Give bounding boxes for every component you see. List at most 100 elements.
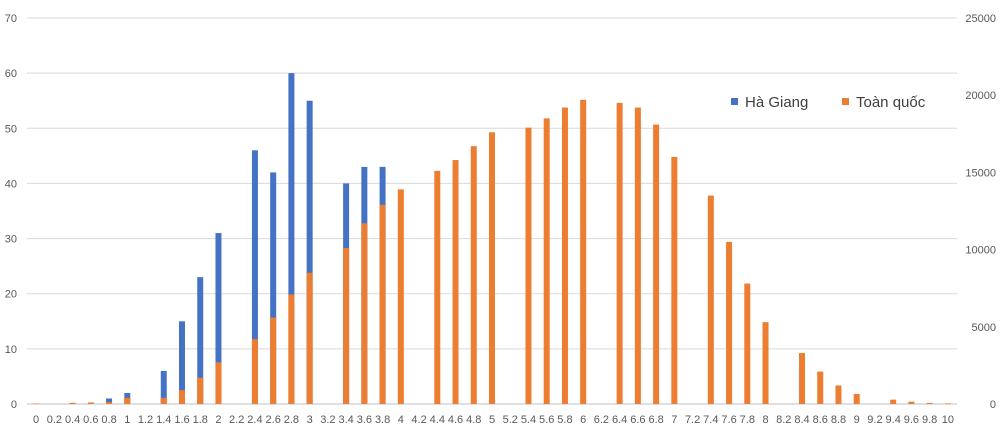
bar-toan-quoc [926,402,933,404]
x-tick-label: 9.4 [886,414,901,426]
x-tick-label: 1.2 [138,414,153,426]
x-tick-label: 5.4 [521,414,536,426]
bar-toan-quoc [306,272,313,404]
legend-label-ha-giang: Hà Giang [745,94,808,111]
x-tick-label: 0.2 [47,414,62,426]
bar-toan-quoc [671,156,678,404]
bar-toan-quoc [69,402,76,404]
bar-toan-quoc [124,397,131,404]
bar-toan-quoc [270,317,277,404]
bar-toan-quoc [707,195,714,404]
x-tick-label: 4 [398,414,404,426]
x-tick-label: 6.2 [594,414,609,426]
x-tick-label: 3.8 [375,414,390,426]
bar-toan-quoc [434,170,441,404]
bar-ha-giang [197,277,204,404]
x-tick-label: 5.6 [539,414,554,426]
x-tick-label: 3.2 [320,414,335,426]
x-tick-label: 2.8 [284,414,299,426]
x-tick-label: 3.4 [338,414,353,426]
bar-toan-quoc [799,353,805,404]
bar-toan-quoc [470,146,477,405]
bar-toan-quoc [379,204,386,404]
bar-toan-quoc [525,127,532,405]
legend-label-toan-quoc: Toàn quốc [856,94,926,111]
x-tick-label: 7.8 [740,414,755,426]
bar-toan-quoc [762,322,769,404]
x-tick-label: 6.4 [612,414,627,426]
bar-toan-quoc [944,403,951,404]
x-tick-label: 7 [671,414,677,426]
bar-ha-giang [179,321,185,404]
x-tick-label: 1.8 [193,414,208,426]
x-tick-label: 8 [762,414,768,426]
bar-toan-quoc [489,132,495,405]
bar-toan-quoc [179,390,185,404]
legend-swatch-ha-giang [731,98,738,105]
bar-toan-quoc [653,124,660,404]
bar-ha-giang [288,73,295,405]
x-tick-label: 9.8 [922,414,937,426]
bar-ha-giang [160,370,167,404]
x-tick-label: 7.4 [703,414,718,426]
x-tick-label: 4.4 [430,414,445,426]
x-tick-label: 8.6 [813,414,828,426]
bar-toan-quoc [452,160,459,404]
y-axis-left-ticks: 0 10 20 30 40 50 60 70 [5,13,17,411]
bar-toan-quoc [288,294,295,404]
bar-ha-giang [270,172,277,404]
x-tick-label: 2.2 [229,414,244,426]
x-tick-label: 0.8 [101,414,116,426]
y-tick-label-left: 40 [5,178,17,190]
y-tick-label-right: 10000 [965,245,996,257]
bar-toan-quoc [634,107,641,404]
x-tick-label: 2.6 [266,414,281,426]
bar-toan-quoc [251,339,258,404]
x-axis-ticks: 0 0.2 0.4 0.6 0.8 1 1.2 1.4 1.6 1.8 2 2.2 2.4 2.6 2.8 3… [33,414,954,426]
x-tick-label: 3 [307,414,313,426]
bar-toan-quoc [817,371,824,404]
x-tick-label: 6 [580,414,586,426]
y-tick-label-right: 20000 [965,90,996,102]
y-tick-label-left: 70 [5,13,17,25]
bar-toan-quoc [835,385,842,404]
x-tick-label: 4.8 [466,414,481,426]
bar-toan-quoc [361,223,368,404]
y-tick-label-right: 15000 [965,167,996,179]
y-tick-label-left: 30 [5,234,17,246]
bar-toan-quoc [744,283,751,404]
bar-ha-giang [106,398,113,404]
bars [33,73,951,405]
y-tick-label-left: 20 [5,289,17,301]
y-tick-label-left: 60 [5,68,17,80]
x-tick-label: 1 [124,414,130,426]
bar-toan-quoc [908,401,915,404]
y-tick-label-right: 25000 [965,13,996,25]
x-tick-label: 9.2 [867,414,882,426]
y-tick-label-left: 50 [5,123,17,135]
legend: Hà Giang Toàn quốc [731,94,926,111]
x-tick-label: 4.6 [448,414,463,426]
x-tick-label: 8.8 [831,414,846,426]
bar-toan-quoc [215,362,222,404]
bar-toan-quoc [616,102,623,405]
bar-toan-quoc [87,402,94,404]
y-tick-label-left: 10 [5,344,17,356]
bar-toan-quoc [397,189,404,404]
x-tick-label: 5.2 [503,414,518,426]
x-tick-label: 6.8 [648,414,663,426]
x-tick-label: 9 [854,414,860,426]
x-tick-label: 9.6 [904,414,919,426]
x-tick-label: 6.6 [630,414,645,426]
x-tick-label: 7.2 [685,414,700,426]
bar-toan-quoc [853,393,860,404]
bar-toan-quoc [343,248,350,404]
x-tick-label: 2.4 [247,414,262,426]
bar-toan-quoc [890,399,897,404]
bar-toan-quoc [106,402,113,404]
y-axis-right-ticks: 0 5000 10000 15000 20000 25000 [965,13,996,411]
x-tick-label: 2 [215,414,221,426]
bar-ha-giang [251,150,258,404]
legend-swatch-toan-quoc [842,98,849,105]
